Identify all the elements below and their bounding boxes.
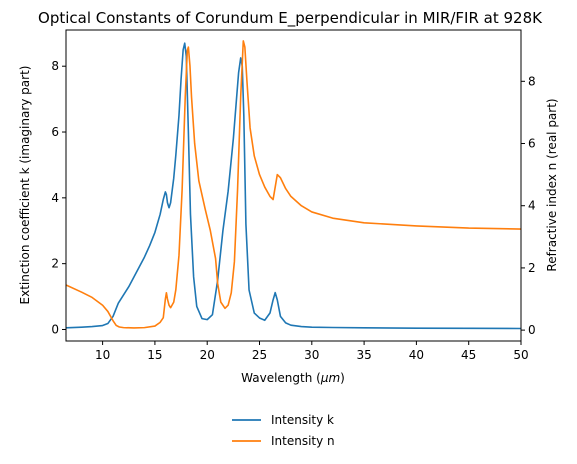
x-tick-label: 40 [409,348,424,362]
y-left-tick-label: 6 [51,125,59,139]
x-axis: 10 15 20 25 30 35 40 45 50 [95,341,529,362]
y-axis-right-label: Refractive index n (real part) [545,98,559,271]
plot-area [65,29,522,342]
legend: Intensity k Intensity n [232,413,335,448]
y-left-tick-label: 0 [51,322,59,336]
y-axis-left-label: Extinction coefficient k (imaginary part… [18,66,32,305]
plot-frame [65,29,522,342]
y-right-tick-label: 2 [528,261,536,275]
x-tick-label: 15 [147,348,162,362]
y-axis-right: 0 2 4 6 8 [521,74,536,337]
x-tick-label: 35 [356,348,371,362]
x-tick-label: 30 [304,348,319,362]
y-right-tick-label: 8 [528,74,536,88]
y-right-tick-label: 6 [528,137,536,151]
x-tick-label: 10 [95,348,110,362]
legend-label-2: Intensity n [271,434,335,448]
series-line-2 [66,40,521,329]
chart-title: Optical Constants of Corundum E_perpendi… [38,9,543,28]
x-tick-label: 45 [461,348,476,362]
y-left-tick-label: 4 [51,191,59,205]
y-right-tick-label: 4 [528,199,536,213]
y-axis-left: 0 2 4 6 8 [51,59,66,336]
y-left-tick-label: 2 [51,257,59,271]
legend-label-1: Intensity k [271,413,334,427]
x-axis-label: Wavelength (μm) [241,371,345,385]
x-tick-label: 20 [200,348,215,362]
y-left-tick-label: 8 [51,59,59,73]
x-tick-label: 25 [252,348,267,362]
series-line-1 [66,42,521,330]
y-right-tick-label: 0 [528,323,536,337]
x-tick-label: 50 [513,348,528,362]
